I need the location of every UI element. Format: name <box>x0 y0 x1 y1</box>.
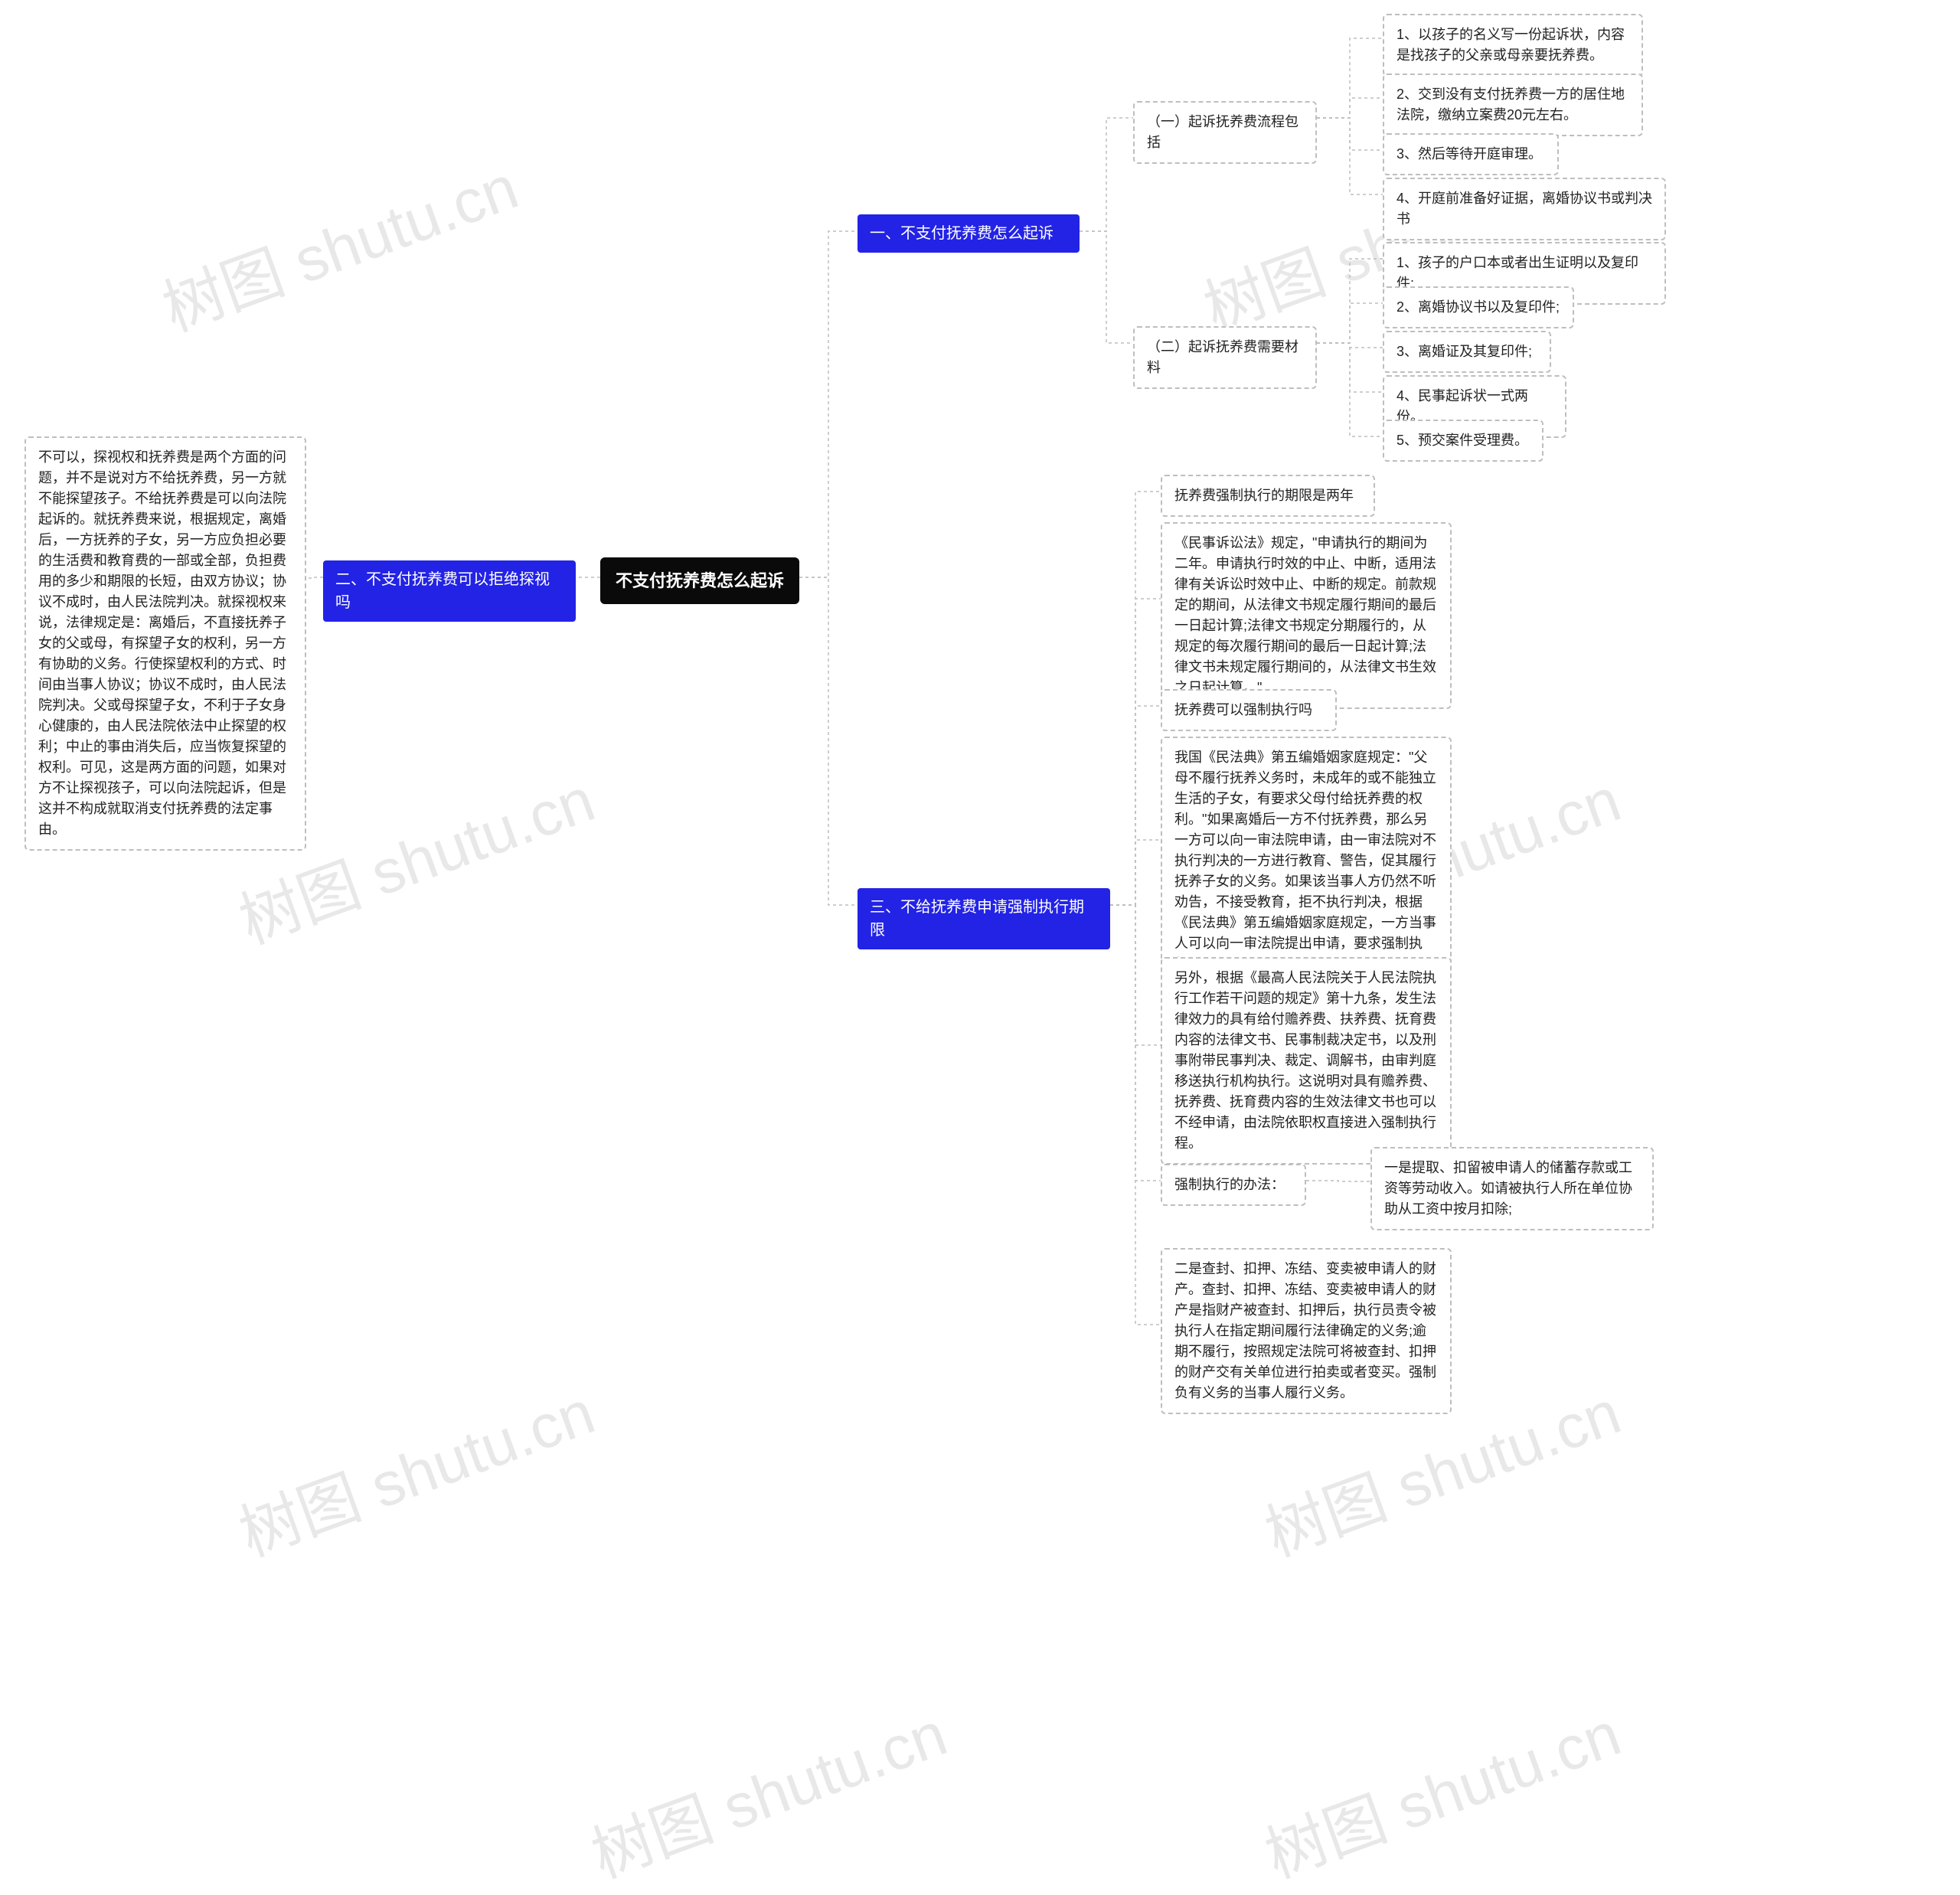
node-1a3: 3、然后等待开庭审理。 <box>1383 133 1559 175</box>
node-3-6: 强制执行的办法： <box>1161 1164 1306 1206</box>
watermark: 树图 shutu.cn <box>226 1364 605 1574</box>
node-1b3: 3、离婚证及其复印件; <box>1383 331 1551 373</box>
node-section2: 二、不支付抚养费可以拒绝探视吗 <box>323 560 576 622</box>
node-3-1: 抚养费强制执行的期限是两年 <box>1161 475 1375 517</box>
node-1b2: 2、离婚协议书以及复印件; <box>1383 286 1574 328</box>
node-section3: 三、不给抚养费申请强制执行期限 <box>858 888 1110 949</box>
watermark: 树图 shutu.cn <box>578 1685 957 1895</box>
watermark: 树图 shutu.cn <box>149 139 528 349</box>
root-node: 不支付抚养费怎么起诉 <box>600 557 799 604</box>
node-1a4: 4、开庭前准备好证据，离婚协议书或判决书 <box>1383 178 1666 240</box>
node-3-4: 我国《民法典》第五编婚姻家庭规定："父母不履行抚养义务时，未成年的或不能独立生活… <box>1161 737 1452 985</box>
node-3-7: 二是查封、扣押、冻结、变卖被申请人的财产。查封、扣押、冻结、变卖被申请人的财产是… <box>1161 1248 1452 1414</box>
node-1a: （一）起诉抚养费流程包括 <box>1133 101 1317 164</box>
node-1b: （二）起诉抚养费需要材料 <box>1133 326 1317 389</box>
node-3-3: 抚养费可以强制执行吗 <box>1161 689 1337 731</box>
node-section2-body: 不可以，探视权和抚养费是两个方面的问题，并不是说对方不给抚养费，另一方就不能探望… <box>24 436 306 851</box>
node-section1: 一、不支付抚养费怎么起诉 <box>858 214 1080 253</box>
node-3-5: 另外，根据《最高人民法院关于人民法院执行工作若干问题的规定》第十九条，发生法律效… <box>1161 957 1452 1165</box>
node-3-2: 《民事诉讼法》规定，"申请执行的期间为二年。申请执行时效的中止、中断，适用法律有… <box>1161 522 1452 709</box>
node-1a1: 1、以孩子的名义写一份起诉状，内容是找孩子的父亲或母亲要抚养费。 <box>1383 14 1643 77</box>
node-3-6a: 一是提取、扣留被申请人的储蓄存款或工资等劳动收入。如请被执行人所在单位协助从工资… <box>1370 1147 1654 1230</box>
node-1a2: 2、交到没有支付抚养费一方的居住地法院，缴纳立案费20元左右。 <box>1383 74 1643 136</box>
node-1b5: 5、预交案件受理费。 <box>1383 420 1544 462</box>
watermark: 树图 shutu.cn <box>1252 1685 1631 1895</box>
